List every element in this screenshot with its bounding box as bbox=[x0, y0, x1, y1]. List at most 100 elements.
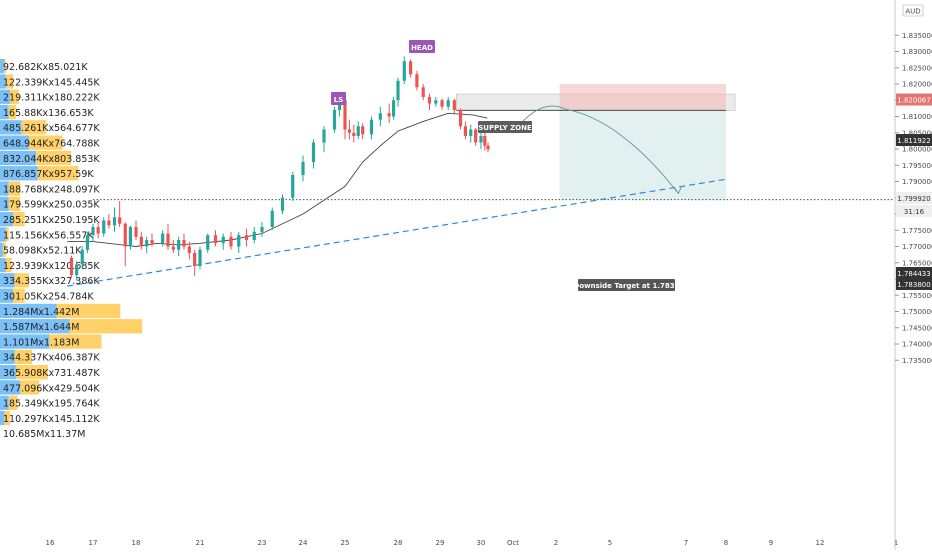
volume-buy-bar bbox=[0, 166, 38, 181]
candle-body bbox=[123, 223, 127, 247]
volume-profile-label: 179.599Kx250.035K bbox=[3, 200, 100, 211]
price-tag-label: 31:16 bbox=[904, 208, 925, 216]
volume-profile-label: 92.682Kx85.021K bbox=[3, 62, 88, 73]
volume-profile-label: 1.284Mx1.442M bbox=[3, 307, 79, 318]
candle-body bbox=[486, 145, 490, 150]
y-tick-label: 1.795000 bbox=[902, 162, 932, 170]
x-tick-label: 17 bbox=[89, 539, 98, 547]
x-tick-label: 28 bbox=[394, 539, 403, 547]
head-tag-label: HEAD bbox=[411, 44, 433, 52]
candle-body bbox=[128, 227, 133, 247]
volume-profile-label: 1.587Mx1.644M bbox=[3, 322, 79, 333]
candle-body bbox=[421, 87, 425, 97]
volume-buy-bar bbox=[0, 242, 3, 257]
volume-profile-label: 165.88Kx136.653K bbox=[3, 108, 94, 119]
volume-profile-label: 188.768Kx248.097K bbox=[3, 184, 100, 195]
ls-tag-label: LS bbox=[334, 96, 344, 104]
candle-body bbox=[80, 249, 84, 265]
candle-body bbox=[387, 113, 391, 117]
candle-body bbox=[391, 100, 396, 117]
y-tick-label: 1.755000 bbox=[902, 292, 932, 300]
y-tick-label: 1.740000 bbox=[902, 341, 932, 349]
x-tick-label: 29 bbox=[436, 539, 445, 547]
candle-body bbox=[69, 257, 74, 276]
candle-body bbox=[369, 119, 374, 135]
candle-body bbox=[102, 220, 106, 234]
volume-profile-label: 219.311Kx180.222K bbox=[3, 93, 100, 104]
candle-body bbox=[206, 235, 210, 250]
x-tick-label: 2 bbox=[554, 539, 558, 547]
target-zone bbox=[559, 110, 726, 200]
candle-body bbox=[347, 129, 352, 133]
candle-body bbox=[402, 61, 406, 81]
price-tag bbox=[896, 278, 932, 290]
target-tag-label: Downside Target at 1.7838 bbox=[574, 282, 680, 290]
x-tick-label: 8 bbox=[724, 539, 728, 547]
projection-path bbox=[512, 105, 679, 194]
candle-body bbox=[409, 61, 413, 75]
volume-sell-bar bbox=[5, 257, 12, 273]
volume-sell-bar bbox=[8, 196, 21, 211]
currency-label: AUD bbox=[905, 8, 920, 16]
volume-profile-label: 122.339Kx145.445K bbox=[3, 77, 100, 88]
head-tag-box bbox=[409, 40, 435, 53]
volume-sell-bar bbox=[10, 89, 19, 104]
volume-sell-bar bbox=[36, 150, 72, 166]
volume-sell-bar bbox=[5, 227, 9, 242]
candle-body bbox=[343, 100, 347, 130]
candle-body bbox=[270, 210, 274, 227]
volume-buy-bar bbox=[0, 349, 15, 364]
candle-body bbox=[446, 100, 450, 107]
volume-buy-bar bbox=[0, 74, 6, 89]
candle-body bbox=[213, 235, 218, 244]
candle-body bbox=[112, 217, 117, 226]
volume-sell-bar bbox=[49, 334, 102, 349]
candle-body bbox=[440, 100, 444, 107]
axes-layer: 16171821232425282930Oct257891211.8350001… bbox=[46, 0, 932, 550]
volume-buy-bar bbox=[0, 410, 5, 426]
x-tick-label: 25 bbox=[341, 539, 350, 547]
volume-buy-bar bbox=[0, 395, 9, 410]
candle-body bbox=[139, 236, 143, 247]
candle-body bbox=[260, 227, 264, 232]
volume-buy-bar bbox=[0, 150, 37, 166]
volume-profile-label: 334.355Kx327.386K bbox=[3, 276, 100, 287]
volume-buy-bar bbox=[0, 288, 14, 303]
candle-body bbox=[221, 236, 225, 244]
candle-body bbox=[118, 217, 122, 224]
candle-body bbox=[187, 246, 191, 253]
volume-profile-label: 485.261Kx564.677K bbox=[3, 123, 100, 134]
y-tick-label: 1.820000 bbox=[902, 81, 932, 89]
candle-body bbox=[356, 126, 360, 136]
price-tag-label: 1.784433 bbox=[897, 270, 930, 278]
volume-sell-bar bbox=[2, 242, 6, 257]
volume-buy-bar bbox=[0, 257, 6, 273]
y-tick-label: 1.745000 bbox=[902, 324, 932, 332]
volume-profile-label: 477.096Kx429.504K bbox=[3, 383, 100, 394]
target-tag-box bbox=[578, 279, 675, 291]
candle-body bbox=[415, 74, 419, 88]
candle-body bbox=[337, 100, 342, 110]
volume-buy-bar bbox=[0, 334, 50, 349]
price-tag bbox=[896, 134, 932, 146]
price-tag bbox=[896, 192, 932, 204]
candle-body bbox=[463, 126, 468, 136]
volume-profile-label: 301.05Kx254.784K bbox=[3, 292, 94, 303]
volume-buy-bar bbox=[0, 104, 9, 120]
volume-buy-bar bbox=[0, 59, 5, 74]
volume-sell-bar bbox=[37, 166, 79, 181]
ls-tag-box bbox=[331, 92, 346, 105]
volume-profile-label: 185.349Kx195.764K bbox=[3, 399, 100, 410]
price-tag-label: 1.799920 bbox=[897, 195, 930, 203]
volume-profile-label: 365.908Kx731.487K bbox=[3, 368, 100, 379]
supply-zone-tag-box bbox=[478, 121, 532, 133]
volume-sell-bar bbox=[4, 59, 6, 74]
volume-sell-bar bbox=[56, 303, 121, 319]
volume-profile-layer: 92.682Kx85.021K 122.339Kx145.445K 219.311K… bbox=[0, 59, 143, 440]
x-tick-label: Oct bbox=[507, 539, 519, 547]
volume-buy-bar bbox=[0, 273, 15, 288]
candle-body bbox=[301, 162, 305, 175]
volume-profile-label: 123.939Kx120.685K bbox=[3, 261, 100, 272]
candle-body bbox=[150, 240, 154, 244]
